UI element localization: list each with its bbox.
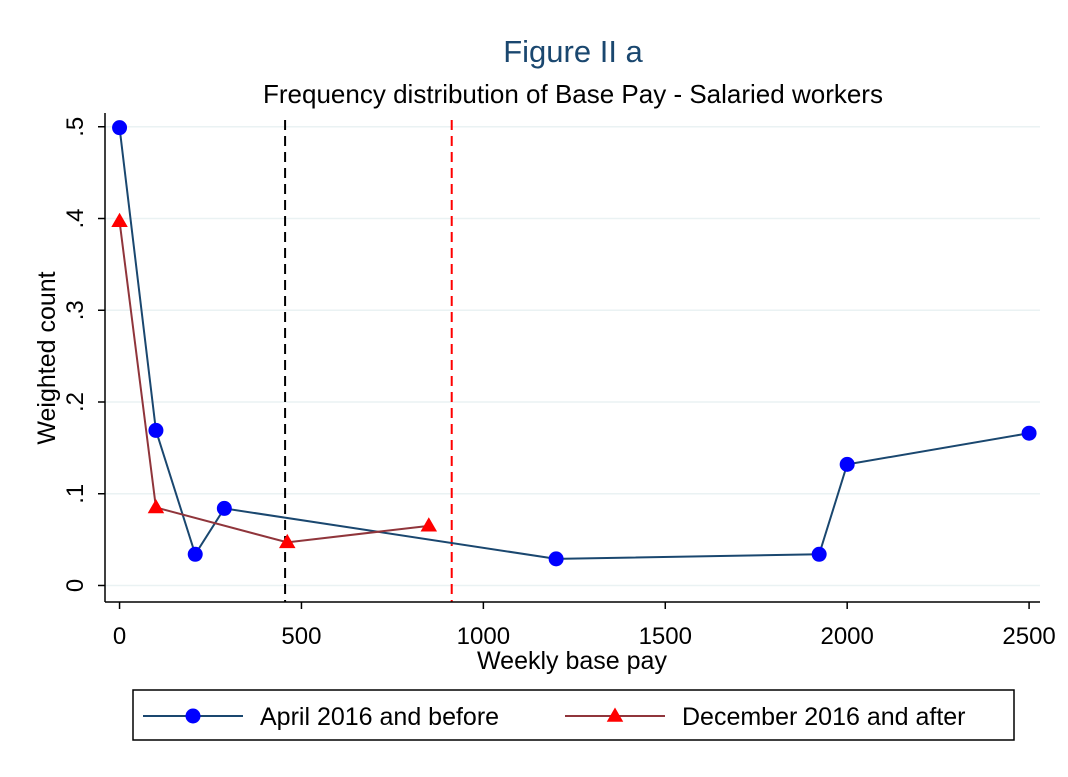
data-point-circle (216, 500, 232, 516)
y-tick-label: 0 (62, 579, 89, 592)
legend: April 2016 and before December 2016 and a… (132, 689, 1015, 741)
data-point-circle (112, 120, 128, 136)
x-tick-label: 2000 (820, 623, 873, 650)
x-axis-label: Weekly base pay (477, 647, 667, 675)
data-point-circle (548, 551, 564, 567)
grid-layer (105, 126, 1040, 587)
chart-title: Figure II a (503, 34, 643, 69)
x-tick-label: 1000 (457, 623, 510, 650)
data-point-triangle (147, 498, 165, 514)
data-point-circle (148, 422, 164, 438)
series-line (118, 221, 429, 544)
legend-marker (185, 708, 201, 724)
axes: 0 500 1000 1500 2000 2500 0 .1 .2 .3 .4 .5 (62, 113, 1056, 650)
reference-lines (284, 120, 453, 602)
y-tick-label: .1 (62, 484, 89, 504)
y-tick-label: .3 (62, 300, 89, 320)
y-tick-label: .4 (62, 208, 89, 228)
x-tick-label: 500 (281, 623, 321, 650)
series-line (118, 127, 1030, 560)
data-point-circle (811, 546, 827, 562)
data-point-triangle (420, 517, 438, 532)
x-tick-label: 0 (113, 623, 126, 650)
data-point-circle (1021, 425, 1037, 441)
x-tick-label: 2500 (1002, 623, 1055, 650)
y-tick-label: .5 (62, 117, 89, 137)
x-tick-label: 1500 (639, 623, 692, 650)
y-tick-label: .2 (62, 392, 89, 412)
data-point-triangle (279, 533, 296, 549)
data-point-triangle (111, 212, 128, 227)
chart-subtitle: Frequency distribution of Base Pay - Sal… (263, 79, 883, 109)
series-layer (111, 120, 1037, 567)
data-point-circle (187, 546, 203, 562)
legend-items: April 2016 and before December 2016 and a… (143, 703, 966, 731)
y-axis-label: Weighted count (33, 271, 61, 444)
legend-label: December 2016 and after (682, 703, 966, 731)
data-point-circle (839, 456, 855, 472)
legend-label: April 2016 and before (260, 703, 499, 731)
legend-marker (606, 707, 624, 722)
